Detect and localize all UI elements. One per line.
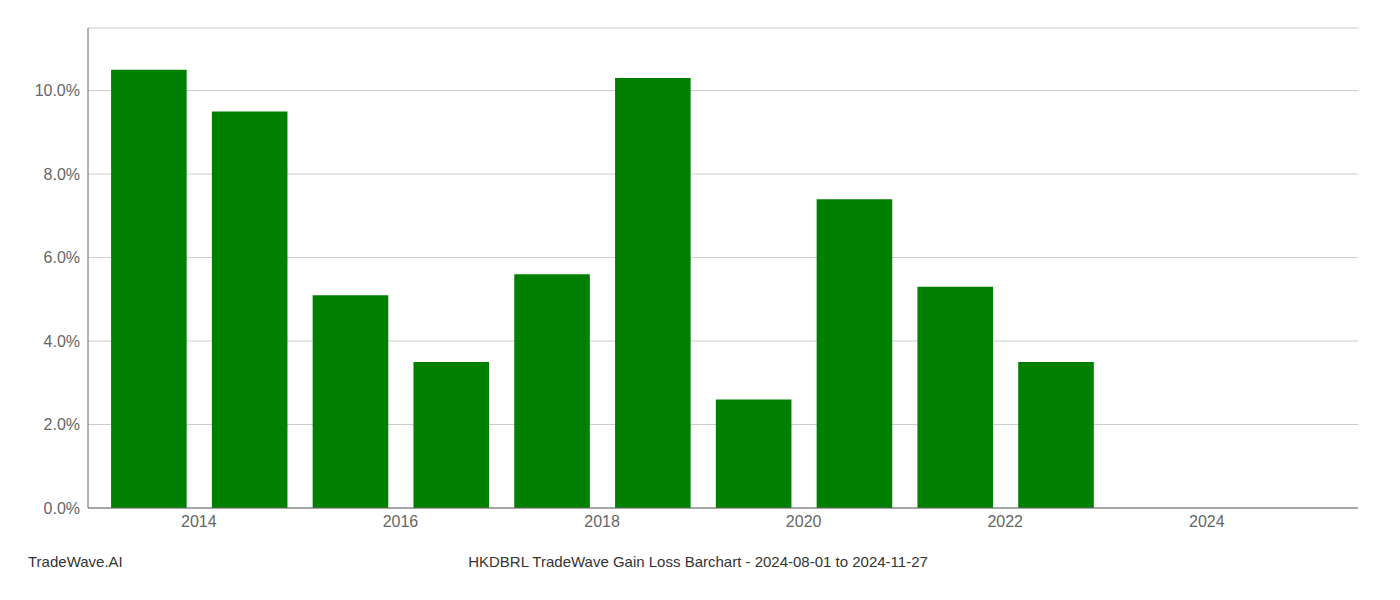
svg-text:6.0%: 6.0% — [44, 249, 80, 266]
svg-text:8.0%: 8.0% — [44, 166, 80, 183]
svg-text:2020: 2020 — [786, 513, 822, 530]
svg-text:2022: 2022 — [987, 513, 1023, 530]
svg-text:2018: 2018 — [584, 513, 620, 530]
svg-text:2.0%: 2.0% — [44, 416, 80, 433]
svg-text:0.0%: 0.0% — [44, 500, 80, 517]
svg-text:4.0%: 4.0% — [44, 333, 80, 350]
svg-text:2024: 2024 — [1189, 513, 1225, 530]
svg-text:2016: 2016 — [383, 513, 419, 530]
html-text:HKDBRL TradeWave Gain Loss Bar: HKDBRL TradeWave Gain Loss Barchart - 20… — [468, 553, 928, 570]
svg-text:10.0%: 10.0% — [35, 82, 80, 99]
html-text:TradeWave.AI: TradeWave.AI — [28, 553, 123, 570]
svg-text:2014: 2014 — [181, 513, 217, 530]
